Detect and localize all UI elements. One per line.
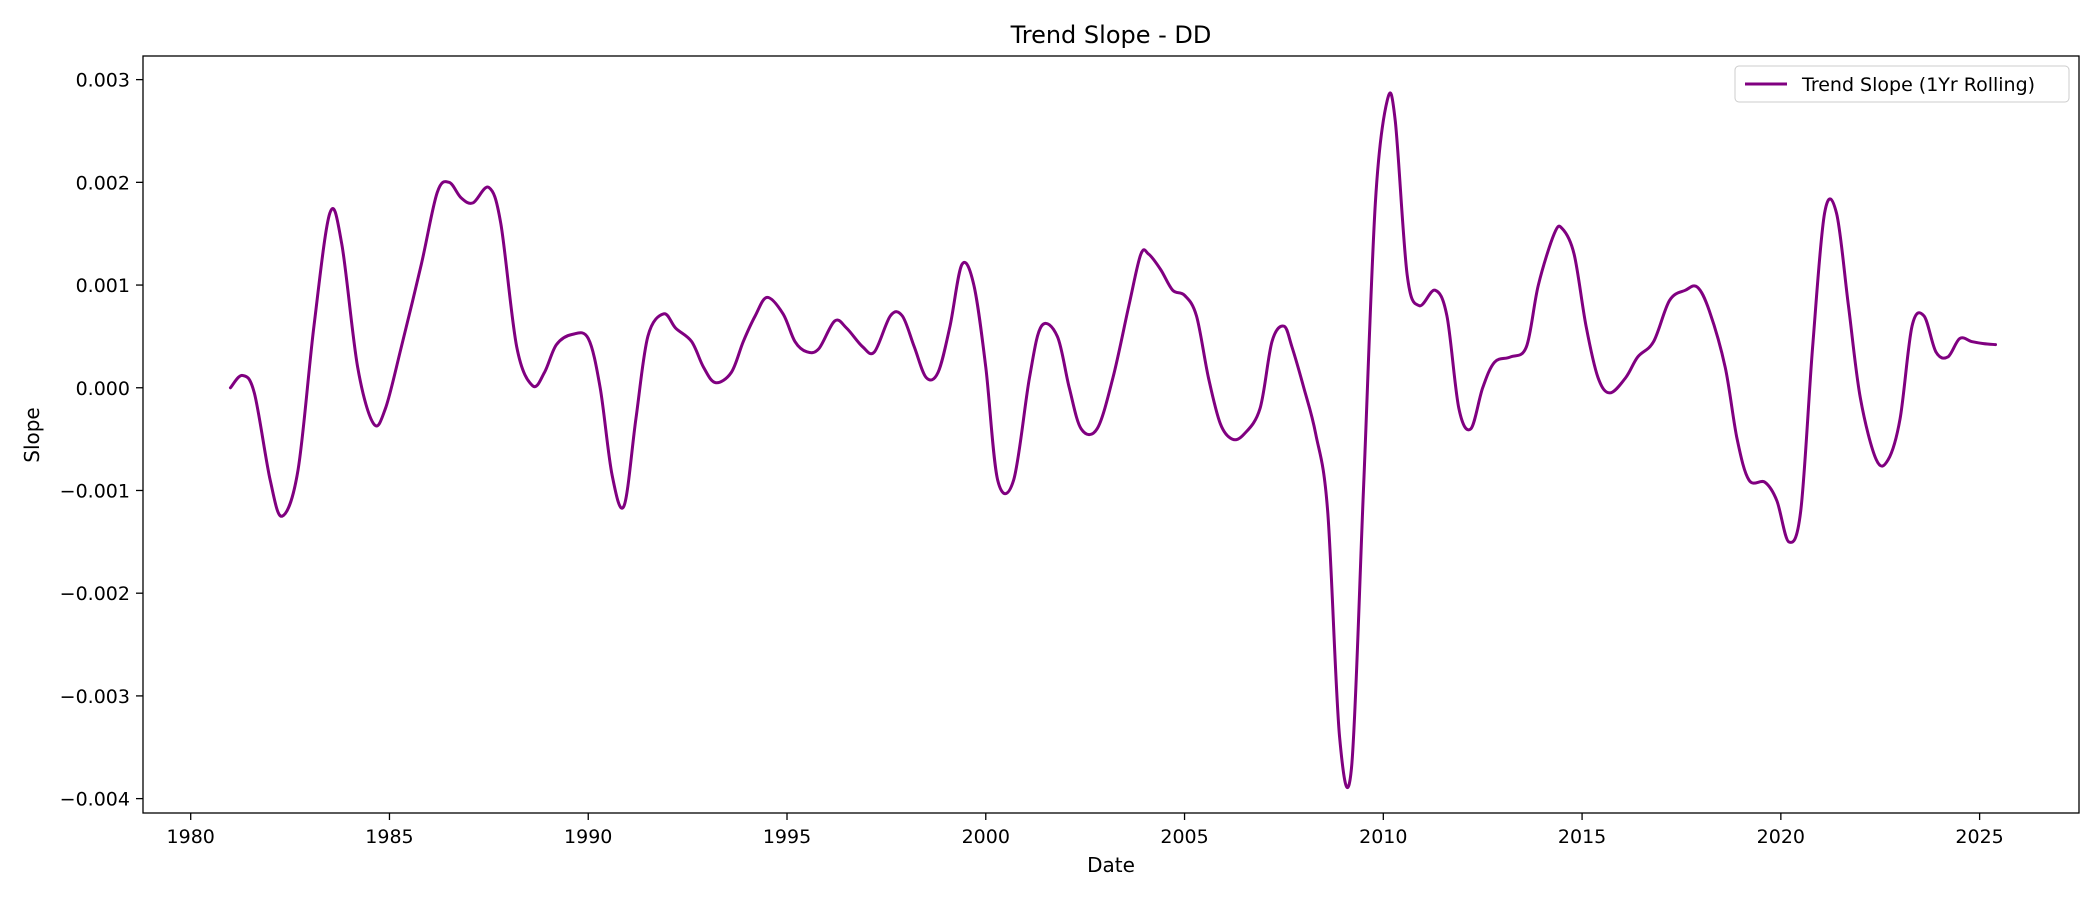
x-tick-label: 2000 — [962, 826, 1010, 848]
x-tick-label: 2005 — [1160, 826, 1208, 848]
y-tick-label: 0.003 — [76, 70, 130, 92]
x-axis: 1980 1985 1990 1995 2000 2005 2010 2015 2020 2025 — [167, 813, 2004, 848]
plot-frame — [142, 55, 2080, 814]
y-tick-label: 0.001 — [76, 275, 130, 297]
x-tick-label: 1980 — [167, 826, 215, 848]
x-axis-title: Date — [1087, 853, 1135, 877]
y-axis: 0.003 0.002 0.001 0.000 −0.001 −0.002 −0.003 −0… — [60, 70, 143, 811]
plot-area — [228, 91, 1998, 790]
series-line — [228, 91, 1998, 790]
x-tick-label: 2010 — [1359, 826, 1407, 848]
x-tick-label: 1985 — [365, 826, 413, 848]
x-tick-label: 1990 — [564, 826, 612, 848]
x-tick-label: 2015 — [1558, 826, 1606, 848]
y-tick-label: −0.001 — [60, 480, 130, 502]
y-tick-label: −0.002 — [60, 583, 130, 605]
legend: Trend Slope (1Yr Rolling) — [1734, 65, 2070, 103]
y-tick-label: 0.002 — [76, 172, 130, 194]
legend-label: Trend Slope (1Yr Rolling) — [1801, 74, 2035, 96]
y-tick-label: −0.003 — [60, 686, 130, 708]
y-axis-title: Slope — [20, 407, 44, 463]
legend-box — [1734, 65, 2070, 103]
x-tick-label: 1995 — [763, 826, 811, 848]
x-tick-label: 2020 — [1757, 826, 1805, 848]
y-tick-label: 0.000 — [76, 378, 130, 400]
y-tick-label: −0.004 — [60, 789, 130, 811]
x-tick-label: 2025 — [1955, 826, 2003, 848]
chart-title: Trend Slope - DD — [1010, 21, 1212, 49]
